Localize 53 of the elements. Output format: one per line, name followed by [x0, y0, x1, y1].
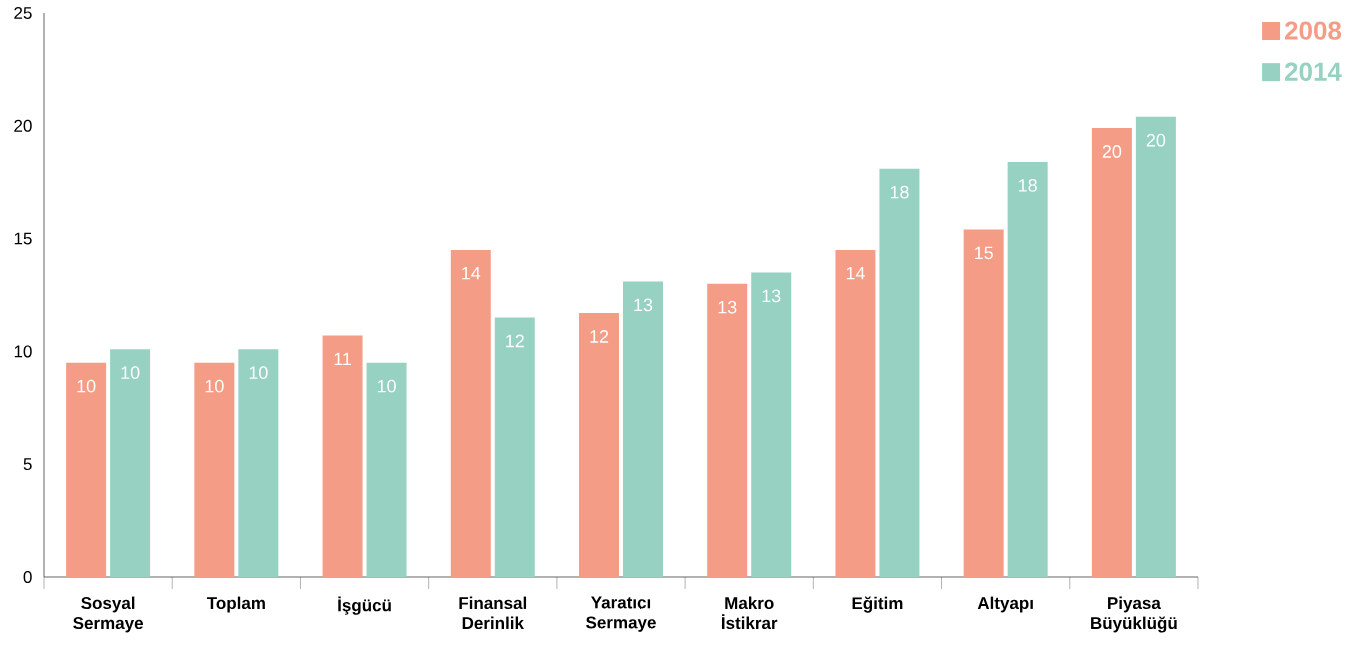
y-tick-label: 20	[14, 119, 32, 132]
bar	[751, 272, 792, 577]
x-tick-label: Toplam	[206, 596, 265, 613]
bar	[963, 229, 1004, 577]
data-label: 13	[634, 298, 653, 312]
x-tick-label: Yaratıcı Sermaye	[586, 596, 656, 632]
bar	[623, 281, 663, 577]
data-label: 15	[975, 246, 993, 260]
y-tick-label: 15	[14, 232, 32, 245]
bar	[1007, 161, 1048, 577]
bar	[879, 168, 920, 577]
x-tick-label: Eğitim	[852, 596, 903, 613]
x-tick-label: Altyapı	[977, 596, 1033, 613]
y-tick-label: 10	[14, 345, 32, 358]
data-label: 11	[334, 352, 352, 366]
bar	[194, 362, 235, 577]
bar	[450, 249, 491, 577]
bar	[66, 362, 107, 577]
bar	[1135, 116, 1176, 577]
data-label: 18	[1019, 178, 1037, 192]
data-label: 10	[205, 379, 224, 393]
data-label: 10	[77, 379, 96, 393]
data-label: 20	[1102, 145, 1122, 158]
data-label: 18	[890, 185, 909, 199]
y-tick-label: 5	[23, 458, 32, 471]
legend-label: 2014	[1285, 62, 1342, 81]
x-tick-label: Makro İstikrar	[721, 596, 778, 630]
y-tick-label: 0	[23, 571, 32, 584]
bar	[835, 249, 876, 577]
x-tick-label: İşgücü	[338, 596, 391, 615]
data-label: 20	[1146, 133, 1166, 147]
data-label: 12	[506, 334, 524, 348]
bar	[322, 335, 363, 577]
bar	[494, 317, 535, 577]
data-label: 12	[590, 330, 609, 343]
data-label: 14	[846, 266, 865, 280]
data-label: 13	[718, 300, 737, 314]
y-tick-label: 25	[14, 7, 32, 20]
x-tick-label: Piyasa Büyüklüğü	[1091, 596, 1177, 633]
x-tick-label: Finansal Derinlik	[459, 596, 527, 630]
x-tick-label: Sosyal Sermaye	[73, 596, 143, 633]
data-label: 10	[377, 379, 396, 393]
bar	[238, 349, 279, 577]
data-label: 10	[249, 366, 268, 379]
bar	[1091, 128, 1132, 577]
data-label: 14	[462, 266, 481, 280]
data-label: 10	[121, 366, 140, 379]
legend-label: 2008	[1285, 21, 1342, 40]
bar	[110, 349, 151, 577]
data-label: 13	[762, 289, 781, 303]
bar	[579, 313, 619, 577]
bar	[707, 283, 748, 577]
bar	[366, 362, 407, 577]
